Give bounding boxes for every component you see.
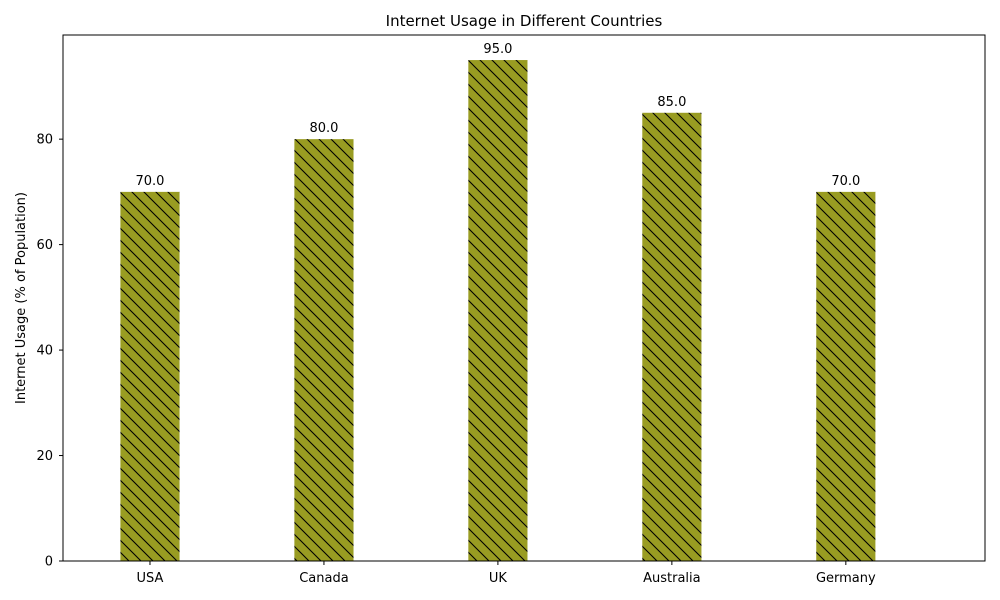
y-tick-label: 0 [45, 555, 53, 570]
bar-australia [642, 112, 702, 561]
x-tick-label-usa: USA [137, 571, 164, 586]
data-label-australia: 85.0 [657, 95, 686, 110]
x-tick-label-uk: UK [489, 571, 508, 586]
y-tick-label: 40 [36, 344, 53, 359]
x-tick-label-canada: Canada [299, 571, 348, 586]
data-label-germany: 70.0 [831, 174, 860, 189]
bar-uk [468, 60, 528, 562]
bars-layer [120, 60, 876, 562]
data-label-uk: 95.0 [483, 42, 512, 57]
plot-area-frame [62, 34, 986, 562]
bar-germany [816, 191, 876, 561]
x-tick-label-australia: Australia [643, 571, 701, 586]
data-label-canada: 80.0 [309, 121, 338, 136]
chart-title: Internet Usage in Different Countries [386, 12, 663, 30]
y-tick-label: 60 [36, 238, 53, 253]
x-tick-label-germany: Germany [816, 571, 876, 586]
y-tick-label: 20 [36, 449, 53, 464]
y-axis-label: Internet Usage (% of Population) [14, 192, 29, 404]
y-tick-label: 80 [36, 133, 53, 148]
x-axis-ticks: USA Canada UK Australia Germany [137, 561, 876, 586]
data-labels-layer: 70.0 80.0 95.0 85.0 70.0 [136, 42, 861, 189]
bar-usa [120, 191, 180, 561]
bar-canada [294, 139, 354, 561]
y-axis-ticks: 0 20 40 60 80 [36, 133, 63, 570]
data-label-usa: 70.0 [136, 174, 165, 189]
